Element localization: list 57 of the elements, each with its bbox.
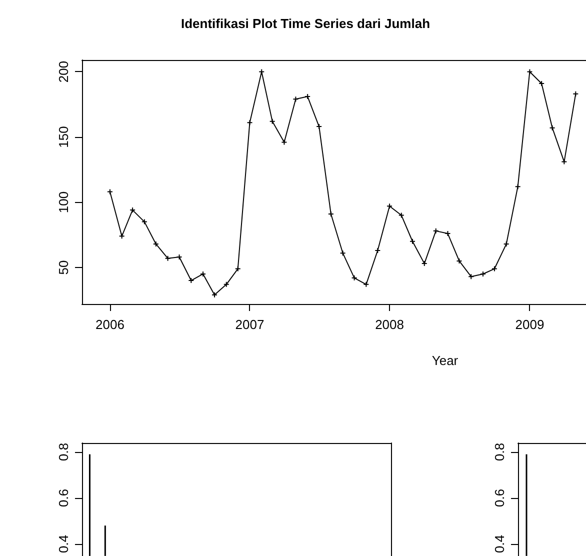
- x-axis-title: Year: [432, 353, 459, 368]
- y-tick-label: 50: [56, 260, 71, 275]
- point: [224, 282, 229, 287]
- x-tick-label: 2009: [515, 317, 544, 332]
- point: [212, 292, 218, 298]
- point: [398, 212, 404, 218]
- line-series: [107, 69, 578, 298]
- y-tick-label: 0.6: [492, 488, 507, 508]
- point: [247, 120, 252, 126]
- point: [375, 248, 380, 254]
- y-tick-label: 0.6: [56, 488, 71, 508]
- point: [539, 80, 544, 86]
- point: [328, 211, 334, 216]
- point: [562, 159, 567, 164]
- point: [527, 69, 532, 74]
- point: [153, 241, 158, 246]
- point: [410, 238, 416, 244]
- point: [550, 125, 555, 130]
- y-tick-label: 150: [56, 126, 71, 148]
- point: [492, 266, 497, 272]
- y-tick-label: 200: [56, 60, 71, 83]
- y-tick-label: 0.8: [492, 442, 507, 462]
- point: [480, 271, 486, 276]
- point: [340, 250, 346, 256]
- point: [176, 254, 182, 260]
- point: [504, 241, 509, 246]
- point: [364, 282, 369, 287]
- point: [445, 231, 450, 236]
- y-tick-label: 100: [56, 191, 71, 214]
- x-tick-label: 2006: [95, 317, 124, 332]
- point: [387, 204, 392, 209]
- y-tick-label: 0.8: [56, 442, 71, 462]
- point: [282, 140, 287, 145]
- chart-title: Identifikasi Plot Time Series dari Jumlah: [181, 16, 430, 31]
- point: [468, 274, 474, 280]
- point: [235, 266, 240, 272]
- point: [200, 271, 206, 276]
- x-tick-label: 2008: [375, 317, 404, 332]
- point: [305, 94, 310, 100]
- y-tick-label: 0.4: [56, 534, 71, 554]
- point: [293, 96, 298, 102]
- point: [270, 118, 275, 124]
- point: [165, 256, 170, 261]
- point: [433, 228, 438, 234]
- point: [188, 278, 194, 284]
- point: [352, 275, 357, 280]
- y-tick-label: 0.4: [492, 534, 507, 554]
- point: [142, 219, 147, 224]
- point: [573, 91, 578, 96]
- point: [456, 258, 462, 264]
- point: [119, 234, 124, 239]
- x-tick-label: 2007: [235, 317, 264, 332]
- point: [107, 189, 112, 194]
- point: [515, 184, 520, 190]
- point: [316, 124, 322, 130]
- point: [130, 208, 136, 213]
- point: [422, 261, 427, 266]
